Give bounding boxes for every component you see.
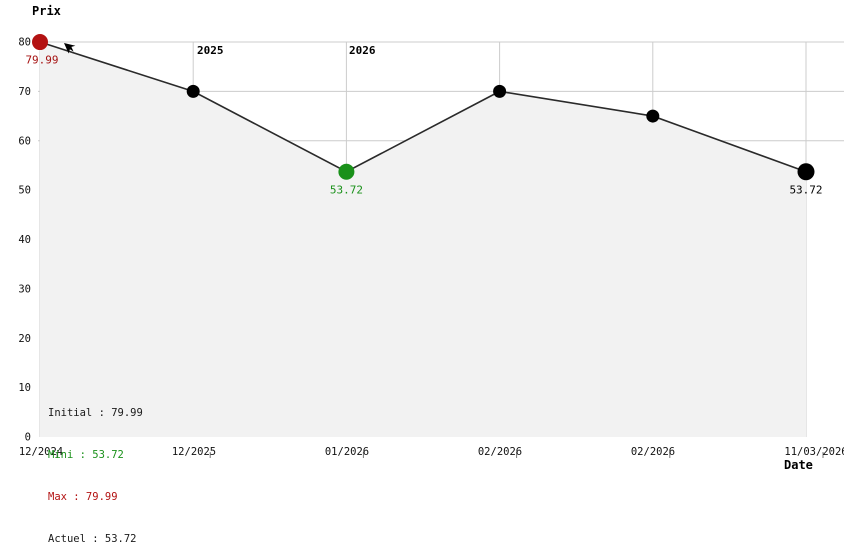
y-tick-label: 40: [18, 234, 31, 246]
y-tick-label: 60: [18, 135, 31, 147]
y-tick-label: 20: [18, 333, 31, 345]
x-axis-title: Date: [784, 458, 813, 472]
data-point-11/03/2026[interactable]: [797, 163, 815, 181]
point-value-label: 79.99: [25, 54, 58, 67]
y-tick-label: 0: [25, 432, 31, 444]
data-point-01/2026[interactable]: [338, 163, 355, 180]
year-marker-2026: 2026: [349, 44, 376, 57]
price-history-chart[interactable]: 0 10 20 30 40 50 60 70 80 79.99 53.72 53.72: [0, 0, 844, 474]
data-point-12/2025[interactable]: [186, 84, 200, 98]
data-point-12/2024[interactable]: [32, 34, 48, 51]
price-line: [39, 41, 807, 173]
y-tick-label: 50: [18, 185, 31, 197]
point-value-label: 53.72: [330, 183, 363, 196]
legend-max: Max : 79.99: [48, 491, 118, 503]
legend-initial: Initial : 79.99: [48, 407, 143, 419]
y-axis-title: Prix: [32, 4, 61, 18]
year-marker-2025: 2025: [197, 44, 224, 57]
mouse-cursor-icon: [64, 43, 76, 54]
y-tick-label: 80: [18, 37, 31, 49]
x-tick-label: 02/2026: [630, 446, 676, 458]
x-tick-label: 02/2026: [477, 446, 523, 458]
stats-legend: Initial : 79.99 Mini : 53.72 Max : 79.99…: [48, 378, 143, 560]
price-area-fill: [40, 42, 806, 437]
x-tick-label: 01/2026: [324, 446, 370, 458]
data-point-02/2026[interactable]: [493, 84, 507, 98]
data-point-02/2026[interactable]: [646, 109, 660, 123]
y-tick-label: 10: [18, 382, 31, 394]
legend-mini: Mini : 53.72: [48, 449, 124, 461]
y-tick-label: 30: [18, 283, 31, 295]
x-tick-label: 12/2025: [171, 446, 217, 458]
x-tick-label: 12/2024: [18, 446, 64, 458]
y-tick-label: 70: [18, 86, 31, 98]
legend-actuel: Actuel : 53.72: [48, 533, 137, 545]
x-tick-label: 11/03/2026: [784, 446, 844, 458]
point-value-label: 53.72: [789, 183, 822, 196]
